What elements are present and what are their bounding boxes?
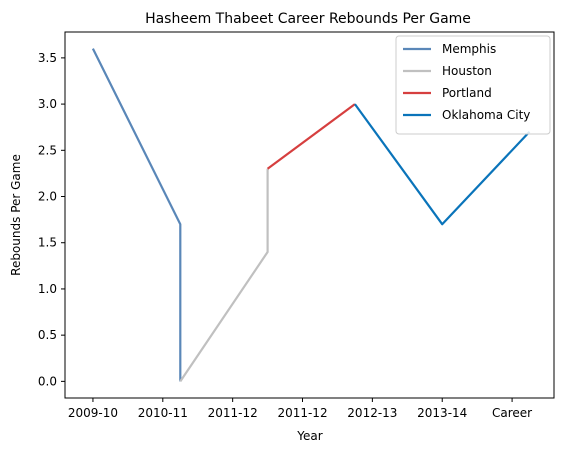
legend: Memphis Houston Portland Oklahoma City	[395, 35, 551, 135]
series-line-portland	[266, 103, 356, 170]
axes-frame	[64, 31, 555, 399]
y-tick-label: 1.0	[38, 282, 57, 296]
legend-label-portland: Portland	[442, 86, 492, 100]
x-tick-label: 2011-12	[277, 406, 327, 420]
y-tick-label: 3.5	[38, 51, 57, 65]
legend-box	[395, 35, 551, 135]
legend-label-houston: Houston	[442, 64, 492, 78]
legend-label-oklahoma-city: Oklahoma City	[442, 108, 530, 122]
x-tick-label: 2013-14	[417, 406, 467, 420]
series-line-houston	[179, 168, 269, 383]
y-tick-label: 2.0	[38, 190, 57, 204]
x-tick-label: 2012-13	[347, 406, 397, 420]
x-tick-label: Career	[492, 406, 532, 420]
plot-area: 0.0 0.5 1.0 1.5 2.0 2.5 3.0 3.5 2009-10 2010-11 20…	[38, 31, 555, 420]
x-axis-label: Year	[296, 429, 322, 443]
y-tick-label: 0.5	[38, 328, 57, 342]
chart-title: Hasheem Thabeet Career Rebounds Per Game	[145, 11, 471, 27]
y-tick-label: 1.5	[38, 236, 57, 250]
y-axis-label: Rebounds Per Game	[9, 154, 23, 276]
x-tick-label: 2010-11	[138, 406, 188, 420]
y-tick-label: 0.0	[38, 374, 57, 388]
x-tick-label: 2011-12	[208, 406, 258, 420]
series-line-memphis	[91, 48, 182, 382]
y-tick-label: 3.0	[38, 97, 57, 111]
x-tick-label: 2009-10	[68, 406, 118, 420]
y-tick-label: 2.5	[38, 143, 57, 157]
legend-label-memphis: Memphis	[442, 42, 496, 56]
series-line-oklahoma-city	[354, 103, 531, 226]
